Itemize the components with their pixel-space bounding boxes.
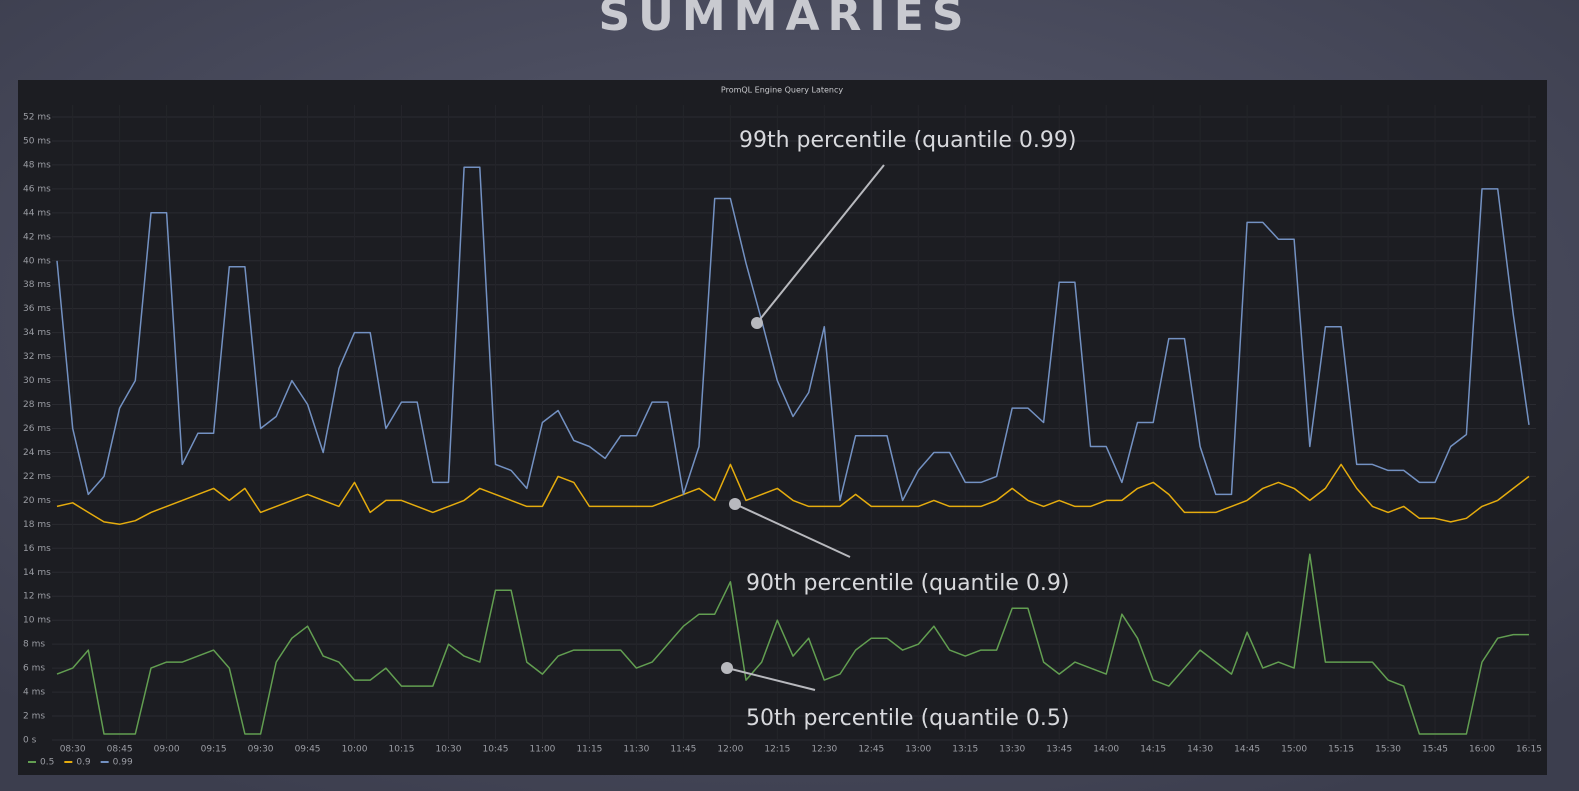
plot: 0 s 2 ms 4 ms 6 ms 8 ms 10 ms 12 ms 14 ms 16 ms 1… <box>23 105 1542 768</box>
x-tick-label: 15:15 <box>1328 745 1354 755</box>
pointer-dot <box>721 662 733 674</box>
x-tick-label: 16:00 <box>1469 745 1495 755</box>
x-tick-label: 12:00 <box>717 745 743 755</box>
pointer-line <box>726 667 816 691</box>
x-tick-label: 13:00 <box>905 745 931 755</box>
annotation-pointers <box>721 164 885 691</box>
x-tick-label: 08:30 <box>60 745 86 755</box>
x-tick-label: 15:00 <box>1281 745 1307 755</box>
slide-heading: SUMMARIES <box>598 0 971 41</box>
y-tick-label: 48 ms <box>23 160 51 170</box>
y-tick-label: 32 ms <box>23 352 51 362</box>
x-tick-label: 08:45 <box>107 745 133 755</box>
legend-label: 0.99 <box>113 758 133 768</box>
x-tick-label: 11:15 <box>576 745 602 755</box>
chart-title: PromQL Engine Query Latency <box>721 86 843 95</box>
annotation: 99th percentile (quantile 0.99) <box>739 128 1076 153</box>
y-tick-label: 16 ms <box>23 544 51 554</box>
y-tick-label: 4 ms <box>23 688 45 698</box>
annotation: 50th percentile (quantile 0.5) <box>746 706 1069 731</box>
x-tick-label: 10:15 <box>389 745 415 755</box>
y-tick-label: 24 ms <box>23 448 51 458</box>
x-tick-label: 09:15 <box>201 745 227 755</box>
panel <box>18 80 1547 775</box>
x-tick-label: 13:45 <box>1046 745 1072 755</box>
y-tick-label: 28 ms <box>23 400 51 410</box>
x-tick-label: 13:30 <box>999 745 1025 755</box>
x-tick-label: 09:45 <box>295 745 321 755</box>
x-tick-label: 09:00 <box>154 745 180 755</box>
x-tick-label: 11:30 <box>623 745 649 755</box>
pointer-line <box>734 503 851 558</box>
series-line <box>56 166 1530 502</box>
x-tick-label: 12:15 <box>764 745 790 755</box>
y-tick-label: 2 ms <box>23 712 45 722</box>
x-tick-label: 13:15 <box>952 745 978 755</box>
y-tick-label: 52 ms <box>23 112 51 122</box>
pointer-dot <box>729 498 741 510</box>
annotation: 90th percentile (quantile 0.9) <box>746 571 1069 596</box>
x-tick-label: 12:30 <box>811 745 837 755</box>
legend-label: 0.9 <box>76 758 91 768</box>
y-tick-label: 22 ms <box>23 472 51 482</box>
y-tick-label: 20 ms <box>23 496 51 506</box>
x-tick-label: 16:15 <box>1516 745 1542 755</box>
x-tick-label: 10:30 <box>436 745 462 755</box>
x-tick-label: 10:45 <box>482 745 508 755</box>
x-tick-label: 14:45 <box>1234 745 1260 755</box>
y-tick-label: 36 ms <box>23 304 51 314</box>
x-tick-label: 14:15 <box>1140 745 1166 755</box>
y-tick-label: 46 ms <box>23 184 51 194</box>
legend-label: 0.5 <box>40 758 54 768</box>
x-tick-label: 12:45 <box>858 745 884 755</box>
x-tick-label: 09:30 <box>248 745 274 755</box>
y-tick-label: 8 ms <box>23 640 45 650</box>
y-tick-label: 50 ms <box>23 136 51 146</box>
x-tick-label: 14:00 <box>1093 745 1119 755</box>
y-tick-label: 38 ms <box>23 280 51 290</box>
y-tick-label: 14 ms <box>23 568 51 578</box>
x-tick-label: 11:45 <box>670 745 696 755</box>
x-tick-label: 10:00 <box>342 745 368 755</box>
x-tick-label: 11:00 <box>529 745 555 755</box>
pointer-dot <box>751 317 763 329</box>
y-tick-label: 44 ms <box>23 208 51 218</box>
y-tick-label: 30 ms <box>23 376 51 386</box>
y-tick-label: 42 ms <box>23 232 51 242</box>
y-tick-label: 34 ms <box>23 328 51 338</box>
y-tick-label: 0 s <box>23 736 37 746</box>
pointer-line <box>756 164 885 324</box>
series-line <box>56 553 1529 735</box>
y-tick-label: 40 ms <box>23 256 51 266</box>
y-tick-label: 26 ms <box>23 424 51 434</box>
y-tick-label: 6 ms <box>23 664 45 674</box>
y-tick-label: 12 ms <box>23 592 51 602</box>
x-tick-label: 14:30 <box>1187 745 1213 755</box>
x-tick-label: 15:45 <box>1422 745 1448 755</box>
x-tick-label: 15:30 <box>1375 745 1401 755</box>
y-tick-label: 18 ms <box>23 520 51 530</box>
series-line <box>56 463 1530 526</box>
y-tick-label: 10 ms <box>23 616 51 626</box>
